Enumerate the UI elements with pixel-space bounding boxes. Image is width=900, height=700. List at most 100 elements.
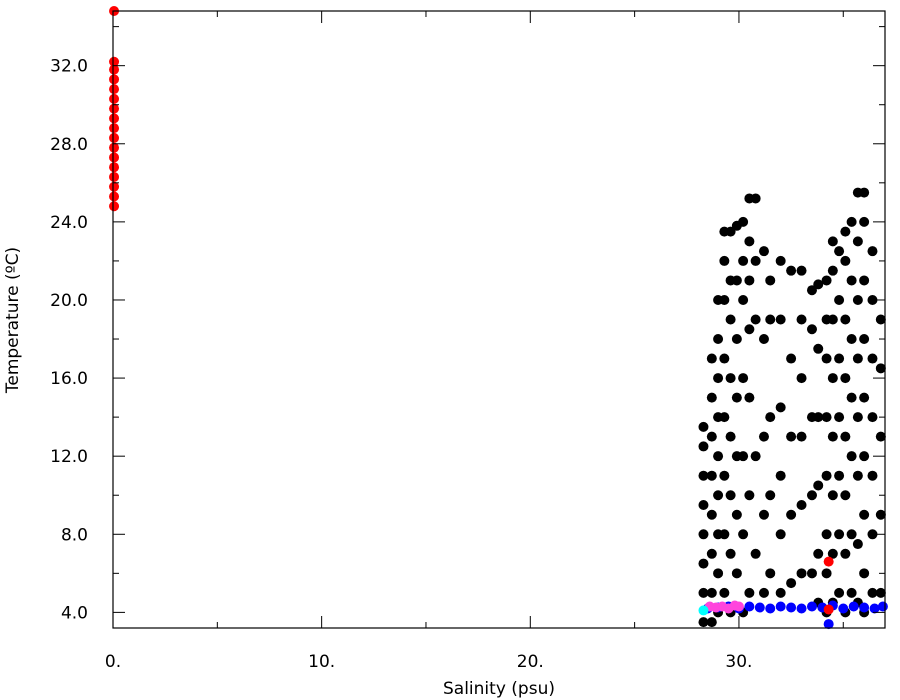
point — [867, 353, 878, 364]
point — [731, 275, 742, 286]
point — [821, 529, 832, 540]
point — [109, 84, 120, 95]
point — [775, 402, 786, 413]
x-tick-label: 20. — [517, 652, 544, 672]
point — [834, 412, 845, 423]
point — [859, 509, 870, 520]
point — [821, 275, 832, 286]
point — [859, 187, 870, 198]
point — [738, 373, 749, 384]
point — [840, 373, 851, 384]
point — [109, 191, 120, 202]
point — [875, 509, 886, 520]
point — [706, 392, 717, 403]
point — [731, 568, 742, 579]
y-tick-label: 8.0 — [61, 525, 88, 545]
point — [765, 314, 776, 325]
point — [852, 294, 863, 305]
point — [706, 353, 717, 364]
point — [846, 451, 857, 462]
point — [713, 451, 724, 462]
point — [859, 568, 870, 579]
y-tick-label: 24.0 — [50, 213, 88, 233]
plot-frame — [112, 10, 886, 629]
point — [109, 113, 120, 124]
point — [719, 294, 730, 305]
y-tick-label: 4.0 — [61, 603, 88, 623]
point — [109, 56, 120, 67]
point — [725, 373, 736, 384]
point — [846, 587, 857, 598]
point — [796, 499, 807, 510]
point — [846, 529, 857, 540]
point — [846, 216, 857, 227]
point — [719, 255, 730, 266]
point — [109, 171, 120, 182]
point — [698, 529, 709, 540]
point — [821, 470, 832, 481]
point — [852, 236, 863, 247]
point — [758, 509, 769, 520]
point — [827, 236, 838, 247]
point — [813, 343, 824, 354]
point — [750, 255, 761, 266]
point — [846, 275, 857, 286]
point — [750, 193, 761, 204]
point — [731, 334, 742, 345]
point — [775, 587, 786, 598]
point — [840, 314, 851, 325]
point — [698, 617, 709, 628]
point — [867, 470, 878, 481]
y-axis-label: Temperature (ºC) — [3, 247, 23, 394]
point — [775, 255, 786, 266]
point — [706, 587, 717, 598]
point — [821, 412, 832, 423]
point — [109, 123, 120, 134]
point — [765, 412, 776, 423]
point — [786, 578, 797, 589]
point — [834, 353, 845, 364]
point — [765, 568, 776, 579]
point — [813, 279, 824, 290]
point — [786, 353, 797, 364]
point — [806, 324, 817, 335]
point — [725, 226, 736, 237]
point — [827, 431, 838, 442]
point — [827, 548, 838, 559]
point — [875, 431, 886, 442]
point — [698, 558, 709, 569]
point — [758, 587, 769, 598]
point — [713, 568, 724, 579]
point — [109, 93, 120, 104]
point — [738, 529, 749, 540]
point — [744, 324, 755, 335]
point — [875, 314, 886, 325]
point — [713, 373, 724, 384]
y-tick-label: 28.0 — [50, 135, 88, 155]
point — [744, 236, 755, 247]
point — [706, 470, 717, 481]
point — [719, 587, 730, 598]
point — [806, 285, 817, 296]
point — [840, 431, 851, 442]
point — [109, 181, 120, 192]
point — [823, 556, 834, 567]
point — [840, 226, 851, 237]
point — [859, 602, 870, 613]
point — [725, 314, 736, 325]
x-axis-label: Salinity (psu) — [443, 679, 555, 699]
point — [821, 353, 832, 364]
point — [758, 246, 769, 257]
point — [750, 548, 761, 559]
x-tick-label: 10. — [308, 652, 335, 672]
point — [744, 601, 755, 612]
point — [852, 470, 863, 481]
point — [852, 539, 863, 550]
point — [846, 392, 857, 403]
point — [827, 265, 838, 276]
y-tick-label: 20.0 — [50, 291, 88, 311]
point — [733, 601, 744, 612]
point — [821, 568, 832, 579]
point — [827, 373, 838, 384]
